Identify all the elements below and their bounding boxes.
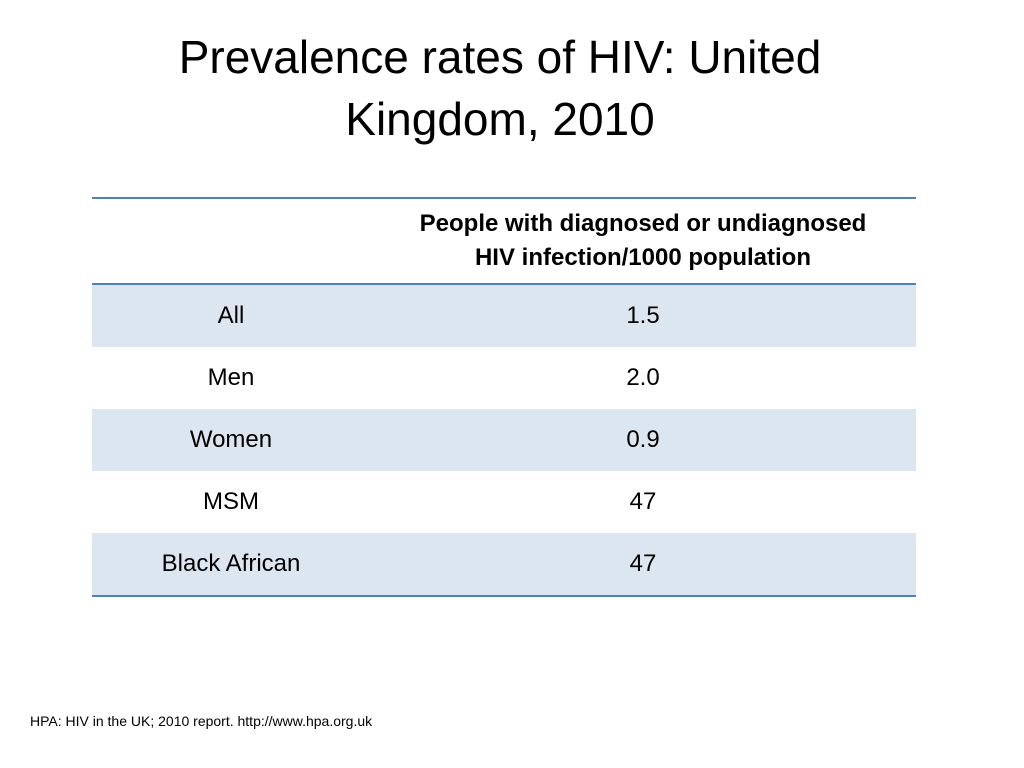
header-value-label-line-2: HIV infection/1000 population [474,244,812,271]
row-value: 2.0 [626,364,660,391]
table-header-row: People with diagnosed or undiagnosed HIV… [92,198,916,284]
prevalence-table: People with diagnosed or undiagnosed HIV… [92,197,916,597]
row-value: 0.9 [626,426,660,453]
row-group-label: All [217,302,245,329]
row-value: 47 [629,550,657,577]
slide-title-line-2: Kingdom, 2010 [345,93,655,145]
table-row: All 1.5 [92,284,916,347]
table-row: MSM 47 [92,471,916,533]
header-group-cell [92,198,370,284]
header-value-label-line-1: People with diagnosed or undiagnosed [419,210,867,237]
slide-title-line-1: Prevalence rates of HIV: United [178,31,822,83]
source-citation: HPA: HIV in the UK; 2010 report. http://… [30,713,373,729]
slide-title: Prevalence rates of HIV: United Kingdom,… [100,26,900,150]
table-row: Women 0.9 [92,409,916,471]
row-group-label: MSM [203,488,259,515]
row-group-label: Men [207,364,255,391]
row-group-label: Black African [161,550,301,577]
table-row: Black African 47 [92,533,916,596]
table-row: Men 2.0 [92,347,916,409]
row-value: 1.5 [626,302,660,329]
row-value: 47 [629,488,657,515]
header-value-cell: People with diagnosed or undiagnosed HIV… [370,198,916,284]
row-group-label: Women [189,426,273,453]
